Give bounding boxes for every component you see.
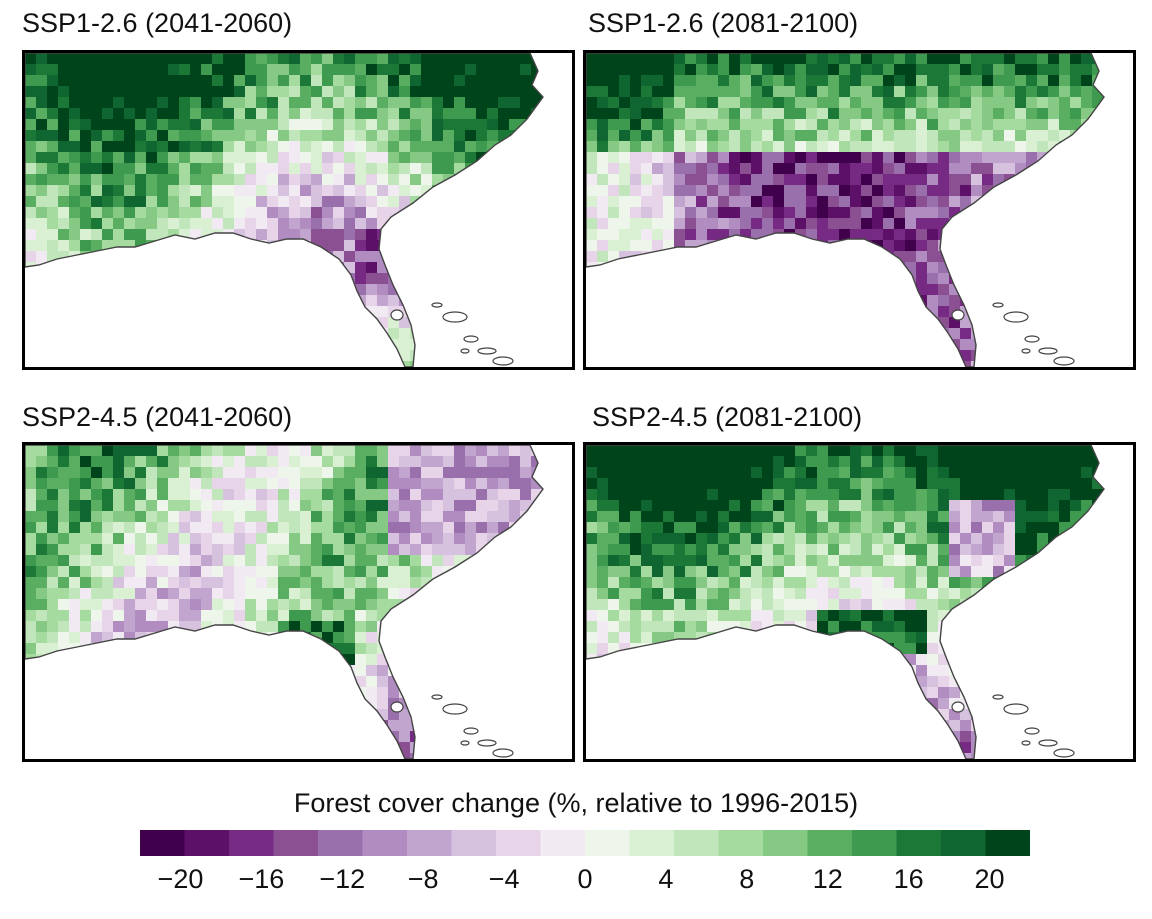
island-outline [460, 740, 470, 746]
coastline [25, 53, 544, 367]
colorbar-swatch [451, 830, 497, 856]
island-outline [1053, 748, 1075, 758]
island-outline [1003, 311, 1029, 323]
island-outline [463, 335, 479, 343]
colorbar-tick-label: −8 [407, 864, 439, 894]
colorbar-tick-label: 20 [974, 864, 1005, 894]
colorbar-tick-label: −4 [488, 864, 520, 894]
map-panel-ssp126-late [583, 50, 1136, 370]
colorbar-swatch [763, 830, 809, 856]
lake-outline [390, 701, 404, 713]
colorbar-swatch [852, 830, 898, 856]
colorbar-swatch [229, 830, 275, 856]
colorbar-tick-label: 8 [739, 864, 755, 894]
colorbar-swatch [807, 830, 853, 856]
lake-outline [951, 701, 965, 713]
lake-outline [951, 309, 965, 321]
island-outline [992, 694, 1004, 700]
colorbar-swatch [362, 830, 408, 856]
island-outline [1024, 727, 1040, 735]
colorbar-tick-label: −12 [319, 864, 366, 894]
island-outline [1024, 335, 1040, 343]
panel-title-ssp245-mid: SSP2-4.5 (2041-2060) [22, 402, 293, 432]
colorbar-swatch [273, 830, 319, 856]
island-outline [992, 302, 1004, 308]
colorbar-tick-label: −16 [238, 864, 285, 894]
coastline [586, 53, 1105, 367]
island-outline [492, 356, 514, 366]
island-outline [442, 703, 468, 715]
colorbar-swatch [585, 830, 631, 856]
colorbar-tick-label: 4 [658, 864, 674, 894]
colorbar-title: Forest cover change (%, relative to 1996… [293, 788, 859, 818]
island-outline [431, 694, 443, 700]
lake-outline [390, 309, 404, 321]
colorbar-tick-label: 0 [577, 864, 593, 894]
island-outline [492, 748, 514, 758]
colorbar-swatch [896, 830, 942, 856]
panel-title-ssp126-mid: SSP1-2.6 (2041-2060) [22, 8, 293, 38]
island-outline [477, 739, 497, 747]
island-outline [1021, 740, 1031, 746]
island-outline [1021, 348, 1031, 354]
island-outline [1038, 739, 1058, 747]
colorbar-tick-label: 16 [893, 864, 924, 894]
forest-change-grid [25, 445, 543, 759]
panel-title-ssp245-late: SSP2-4.5 (2081-2100) [592, 402, 863, 432]
colorbar-swatch [941, 830, 987, 856]
forest-change-grid [586, 445, 1104, 759]
panel-title-ssp126-late: SSP1-2.6 (2081-2100) [588, 8, 859, 38]
forest-change-grid [25, 53, 543, 367]
map-panel-ssp245-late [583, 442, 1136, 762]
colorbar-swatch [407, 830, 453, 856]
coastline [25, 445, 544, 759]
colorbar-swatch [540, 830, 586, 856]
island-outline [431, 302, 443, 308]
colorbar-swatch [140, 830, 186, 856]
island-outline [463, 727, 479, 735]
colorbar-swatch [318, 830, 364, 856]
island-outline [442, 311, 468, 323]
map-panel-ssp126-mid [22, 50, 575, 370]
island-outline [1053, 356, 1075, 366]
island-outline [1038, 347, 1058, 355]
colorbar-swatch [629, 830, 675, 856]
colorbar-swatch [718, 830, 764, 856]
island-outline [460, 348, 470, 354]
colorbar-swatch [674, 830, 720, 856]
map-panel-ssp245-mid [22, 442, 575, 762]
island-outline [477, 347, 497, 355]
colorbar-swatch [985, 830, 1030, 856]
colorbar-tick-label: −20 [157, 864, 204, 894]
island-outline [1003, 703, 1029, 715]
colorbar-tick-label: 12 [812, 864, 843, 894]
colorbar-swatch [184, 830, 230, 856]
colorbar [140, 830, 1030, 856]
colorbar-swatch [496, 830, 542, 856]
coastline [586, 445, 1105, 759]
forest-change-grid [586, 53, 1104, 367]
